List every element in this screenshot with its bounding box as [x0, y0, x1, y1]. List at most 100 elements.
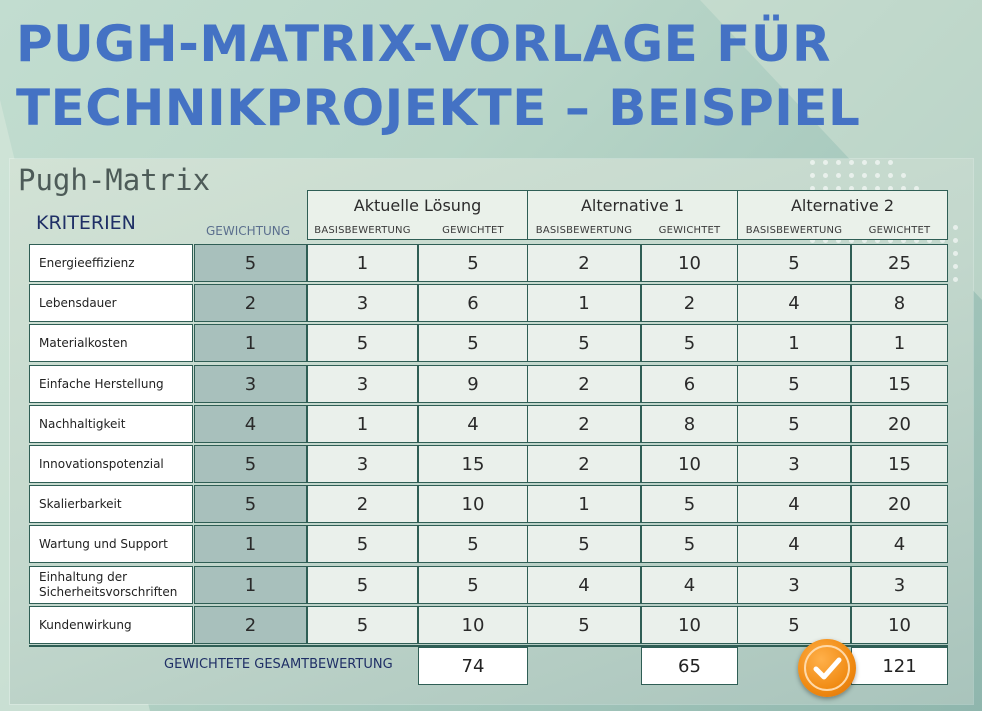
base-score-cell: 5 — [737, 405, 851, 443]
decor-dot — [888, 173, 893, 178]
decor-dot — [888, 160, 893, 165]
page-title-line-2: TECHNIKPROJEKTE – BEISPIEL — [16, 79, 861, 137]
criterion-label: Einfache Herstellung — [29, 365, 193, 403]
total-alt2: 121 — [851, 647, 948, 685]
weight-cell: 1 — [194, 525, 307, 563]
weighted-score-cell: 10 — [641, 606, 738, 644]
decor-dot — [849, 160, 854, 165]
decor-dot — [849, 186, 854, 191]
base-score-cell: 5 — [307, 525, 418, 563]
decor-dot — [940, 238, 945, 243]
weighted-score-cell: 6 — [418, 284, 528, 322]
decor-dot — [823, 173, 828, 178]
decor-dot — [849, 238, 854, 243]
base-score-cell: 5 — [527, 324, 641, 362]
sub-header-weighted: GEWICHTET — [658, 225, 721, 236]
criteria-header: KRITERIEN — [36, 212, 136, 234]
base-score-cell: 1 — [527, 284, 641, 322]
group-label-alt1: Alternative 1 — [580, 196, 685, 215]
weighted-score-cell: 15 — [418, 445, 528, 483]
decor-dot — [823, 160, 828, 165]
criterion-label: Lebensdauer — [29, 284, 193, 322]
criterion-label: Energieeffizienz — [29, 244, 193, 282]
base-score-cell: 1 — [527, 485, 641, 523]
decor-dot — [862, 173, 867, 178]
decor-dot — [836, 238, 841, 243]
base-score-cell: 5 — [307, 606, 418, 644]
decor-dot — [927, 238, 932, 243]
weight-cell: 3 — [194, 365, 307, 403]
decor-dot — [836, 186, 841, 191]
decor-dot — [862, 186, 867, 191]
decor-dot — [953, 264, 958, 269]
weighted-score-cell: 8 — [851, 284, 948, 322]
checkmark-badge-icon — [798, 639, 856, 697]
base-score-cell: 4 — [737, 485, 851, 523]
page-title-line-1: PUGH-MATRIX-VORLAGE FÜR — [16, 15, 831, 73]
weighted-score-cell: 10 — [641, 244, 738, 282]
base-score-cell: 4 — [737, 525, 851, 563]
decor-dot — [953, 238, 958, 243]
decor-dot — [914, 186, 919, 191]
group-header-current — [307, 190, 528, 240]
weighted-score-cell: 1 — [851, 324, 948, 362]
base-score-cell: 2 — [307, 485, 418, 523]
base-score-cell: 3 — [737, 566, 851, 604]
weighted-score-cell: 15 — [851, 365, 948, 403]
sub-header-base: BASISBEWERTUNG — [745, 225, 843, 236]
sub-header-weighted: GEWICHTET — [442, 225, 504, 236]
weighted-score-cell: 15 — [851, 445, 948, 483]
total-divider — [29, 645, 948, 647]
weighted-score-cell: 9 — [418, 365, 528, 403]
base-score-cell: 2 — [527, 405, 641, 443]
weighted-score-cell: 20 — [851, 485, 948, 523]
weight-cell: 1 — [194, 324, 307, 362]
decor-dot — [914, 238, 919, 243]
weight-cell: 2 — [194, 284, 307, 322]
base-score-cell: 5 — [527, 525, 641, 563]
weighted-score-cell: 4 — [418, 405, 528, 443]
decor-dot — [888, 238, 893, 243]
weighted-score-cell: 5 — [418, 566, 528, 604]
weighted-score-cell: 20 — [851, 405, 948, 443]
weighted-score-cell: 8 — [641, 405, 738, 443]
weighted-score-cell: 6 — [641, 365, 738, 403]
criterion-label: Kundenwirkung — [29, 606, 193, 644]
base-score-cell: 4 — [737, 284, 851, 322]
weighted-score-cell: 4 — [641, 566, 738, 604]
weighted-score-cell: 5 — [418, 525, 528, 563]
decor-dot — [810, 173, 815, 178]
decor-dot — [836, 160, 841, 165]
base-score-cell: 1 — [307, 244, 418, 282]
decor-dot — [849, 173, 854, 178]
decor-dot — [875, 238, 880, 243]
criterion-label: Nachhaltigkeit — [29, 405, 193, 443]
base-score-cell: 3 — [307, 445, 418, 483]
decor-dot — [875, 173, 880, 178]
decor-dot — [862, 160, 867, 165]
criterion-label: Innovationspotenzial — [29, 445, 193, 483]
weighted-score-cell: 2 — [641, 284, 738, 322]
sub-header-base: BASISBEWERTUNG — [314, 225, 411, 236]
decor-dot — [901, 186, 906, 191]
base-score-cell: 3 — [737, 445, 851, 483]
page-title: PUGH-MATRIX-VORLAGE FÜR TECHNIKPROJEKTE … — [16, 12, 860, 140]
weighted-score-cell: 5 — [418, 244, 528, 282]
criterion-label: Wartung und Support — [29, 525, 193, 563]
total-current: 74 — [418, 647, 528, 685]
weight-cell: 5 — [194, 485, 307, 523]
weighted-score-cell: 25 — [851, 244, 948, 282]
weight-cell: 5 — [194, 445, 307, 483]
decor-dot — [875, 186, 880, 191]
weighted-score-cell: 5 — [641, 525, 738, 563]
panel-title: Pugh-Matrix — [18, 163, 211, 197]
decor-dot — [810, 160, 815, 165]
base-score-cell: 5 — [307, 324, 418, 362]
sub-header-weighted: GEWICHTET — [868, 225, 931, 236]
group-header-alt1 — [527, 190, 738, 240]
weighted-score-cell: 5 — [418, 324, 528, 362]
decor-dot — [823, 186, 828, 191]
weighted-score-cell: 10 — [641, 445, 738, 483]
weighted-score-cell: 10 — [418, 485, 528, 523]
decor-dot — [810, 186, 815, 191]
